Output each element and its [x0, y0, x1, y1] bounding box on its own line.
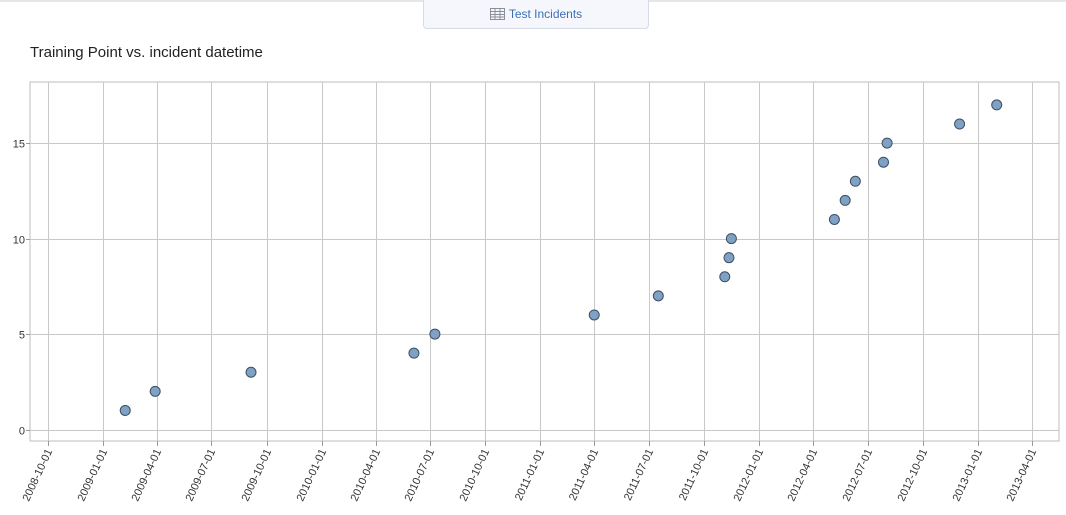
x-tick-label: 2012-04-01 [786, 447, 821, 503]
data-point [149, 385, 161, 397]
plot-area [29, 81, 1060, 442]
x-tick-label: 2008-10-01 [21, 447, 56, 503]
x-tick-label: 2009-07-01 [184, 447, 219, 503]
data-point [828, 213, 840, 225]
x-tick-label: 2010-01-01 [295, 447, 330, 503]
x-tick-label: 2011-07-01 [622, 447, 656, 502]
x-tick-label: 2011-01-01 [513, 447, 547, 502]
data-point [849, 175, 861, 187]
data-point [429, 328, 441, 340]
table-grid-icon [489, 8, 505, 20]
data-point [408, 347, 420, 359]
x-tick-label: 2010-10-01 [458, 447, 493, 503]
data-point [723, 252, 735, 264]
x-tick-label: 2011-04-01 [567, 447, 601, 502]
data-point [119, 404, 131, 416]
data-point [991, 99, 1003, 111]
x-tick-label: 2009-01-01 [76, 447, 111, 503]
y-tick-label: 15 [13, 139, 25, 151]
data-point [245, 366, 257, 378]
x-tick-label: 2012-01-01 [732, 447, 767, 503]
x-tick-label: 2010-07-01 [403, 447, 438, 503]
y-tick-label: 5 [19, 330, 25, 342]
x-tick-label: 2010-04-01 [349, 447, 384, 503]
data-point [878, 156, 890, 168]
data-point [954, 118, 966, 130]
data-point [588, 309, 600, 321]
x-tick-label: 2013-04-01 [1005, 447, 1040, 503]
test-incidents-tab[interactable]: Test Incidents [423, 0, 649, 29]
y-tick-label: 0 [19, 426, 25, 438]
data-point [881, 137, 893, 149]
x-tick-label: 2011-10-01 [677, 447, 711, 502]
x-tick-label: 2009-04-01 [130, 447, 165, 503]
y-tick-label: 10 [13, 235, 25, 247]
data-point [725, 233, 737, 245]
test-incidents-label: Test Incidents [508, 7, 583, 21]
x-tick-label: 2013-01-01 [951, 447, 986, 503]
data-point [719, 271, 731, 283]
x-tick-label: 2012-10-01 [896, 447, 931, 503]
data-point [652, 290, 664, 302]
x-tick-label: 2009-10-01 [240, 447, 275, 503]
x-tick-label: 2012-07-01 [841, 447, 876, 503]
data-point [839, 194, 851, 206]
chart-title: Training Point vs. incident datetime [30, 44, 263, 61]
